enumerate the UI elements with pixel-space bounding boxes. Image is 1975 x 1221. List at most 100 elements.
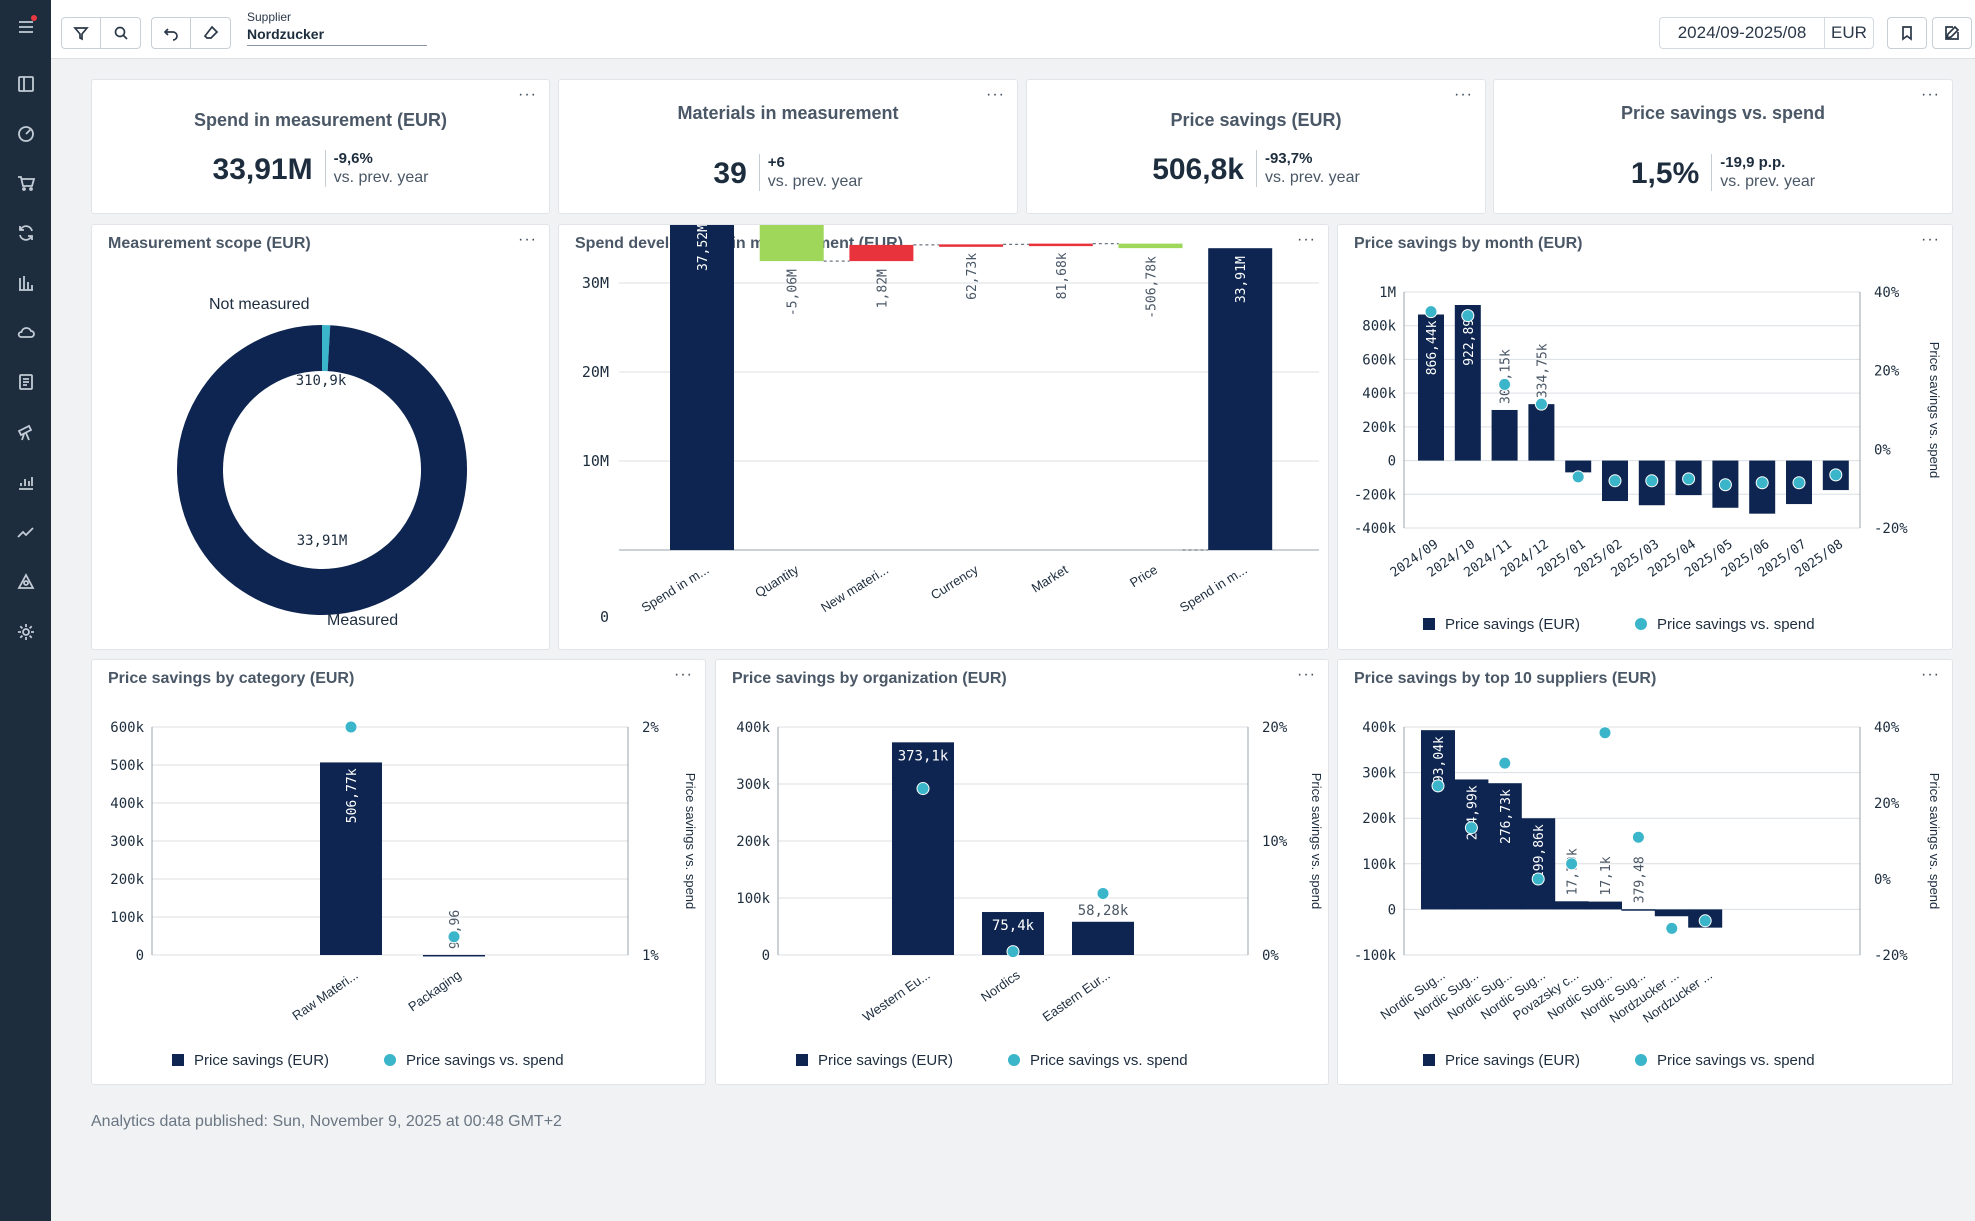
menu-icon[interactable] xyxy=(13,14,39,40)
chart-title: Measurement scope (EUR) xyxy=(108,235,311,252)
savings-by-suppliers-card: Price savings by top 10 suppliers (EUR) … xyxy=(1337,659,1953,1085)
clear-button[interactable] xyxy=(191,17,231,49)
y2-tick-label: 1% xyxy=(642,948,659,964)
ratio-point xyxy=(1718,478,1732,492)
data-label: -506,78k xyxy=(1145,256,1160,319)
search-button[interactable] xyxy=(101,17,141,49)
x-tick-label: Western Eu... xyxy=(860,967,933,1024)
legend-label: Price savings (EUR) xyxy=(818,1052,953,1069)
legend-label: Price savings vs. spend xyxy=(1030,1052,1188,1069)
kpi-card-materials: ··· Materials in measurement 39 +6 vs. pr… xyxy=(558,79,1018,214)
card-menu-button[interactable]: ··· xyxy=(518,86,537,103)
y-tick-label: 20M xyxy=(582,363,609,381)
card-menu-button[interactable]: ··· xyxy=(1297,666,1316,683)
data-label: 62,73k xyxy=(965,253,980,300)
settings-gear-icon[interactable] xyxy=(13,619,39,645)
edit-icon xyxy=(1945,25,1960,40)
kpi-value: 33,91M xyxy=(212,153,313,186)
card-menu-button[interactable]: ··· xyxy=(1921,86,1940,103)
legend-label: Price savings (EUR) xyxy=(1445,1052,1580,1069)
cart-icon[interactable] xyxy=(13,170,39,196)
dashboard-icon[interactable] xyxy=(13,71,39,97)
y-tick-label: 300k xyxy=(1362,766,1396,782)
eraser-icon xyxy=(203,25,218,39)
kpi-title: Spend in measurement (EUR) xyxy=(193,110,448,130)
y-tick-label: 100k xyxy=(736,891,770,907)
kpi-sub: vs. prev. year xyxy=(1720,173,1816,190)
y-tick-label: 400k xyxy=(1362,720,1396,736)
legend-swatch xyxy=(1008,1054,1020,1066)
data-label: 373,1k xyxy=(898,748,949,764)
cloud-icon[interactable] xyxy=(13,319,39,345)
y2-tick-label: -20% xyxy=(1874,948,1908,964)
y-tick-label: 600k xyxy=(1362,352,1396,368)
supplier-filter-value: Nordzucker xyxy=(247,26,325,42)
x-tick-label: Raw Materi... xyxy=(289,967,360,1023)
document-icon[interactable] xyxy=(13,369,39,395)
currency-selector[interactable]: EUR xyxy=(1824,17,1874,49)
waterfall-bar xyxy=(939,244,1004,247)
data-label: 17,79k xyxy=(1566,848,1581,895)
analytics-icon[interactable] xyxy=(13,121,39,147)
buildings-icon[interactable] xyxy=(13,270,39,296)
ratio-point xyxy=(1498,377,1512,391)
card-menu-button[interactable]: ··· xyxy=(1921,666,1940,683)
kpi-card-savings-vs-spend: ··· Price savings vs. spend 1,5% -19,9 p… xyxy=(1493,79,1953,214)
combo-chart: 0 100k 200k 300k 400k 500k 600k 1% 2% Price savin… xyxy=(110,720,698,1069)
savings-by-organization-card: Price savings by organization (EUR) ··· … xyxy=(715,659,1329,1085)
combo-chart: -400k -200k 0 200k 400k 600k 800k 1M -20% 0% 20% 40… xyxy=(1354,285,1942,633)
y-tick-label: 0 xyxy=(762,948,770,964)
telescope-icon[interactable] xyxy=(13,419,39,445)
x-tick-label: Spend in m... xyxy=(1177,562,1250,615)
undo-button[interactable] xyxy=(151,17,191,49)
y2-tick-label: 20% xyxy=(1262,720,1288,736)
y2-tick-label: 0% xyxy=(1874,442,1891,458)
network-icon[interactable] xyxy=(13,569,39,595)
y2-tick-label: 40% xyxy=(1874,285,1900,301)
refresh-icon[interactable] xyxy=(13,220,39,246)
kpi-value: 506,8k xyxy=(1152,153,1244,186)
ratio-point xyxy=(1498,756,1512,770)
y-tick-label: 0 xyxy=(1388,454,1396,470)
bookmark-button[interactable] xyxy=(1887,17,1927,49)
filter-button[interactable] xyxy=(61,17,101,49)
period-selector[interactable]: 2024/09-2025/08 xyxy=(1659,17,1825,49)
card-menu-button[interactable]: ··· xyxy=(1297,231,1316,248)
ratio-point xyxy=(1571,470,1585,484)
bar xyxy=(1421,730,1455,910)
bar xyxy=(1454,779,1489,910)
legend-swatch xyxy=(1423,618,1435,630)
card-menu-button[interactable]: ··· xyxy=(674,666,693,683)
waterfall-bar xyxy=(1208,248,1273,551)
trend-icon[interactable] xyxy=(13,519,39,545)
card-menu-button[interactable]: ··· xyxy=(1454,86,1473,103)
ratio-point xyxy=(1531,872,1545,886)
waterfall-bar xyxy=(1118,243,1183,249)
data-label: 1,82M xyxy=(875,269,890,308)
supplier-filter[interactable]: Supplier Nordzucker xyxy=(247,10,427,46)
kpi-card-spend: ··· Spend in measurement (EUR) 33,91M -9… xyxy=(91,79,550,214)
bar-chart-icon[interactable] xyxy=(13,469,39,495)
edit-button[interactable] xyxy=(1932,17,1972,49)
card-menu-button[interactable]: ··· xyxy=(518,231,537,248)
kpi-title: Materials in measurement xyxy=(677,103,899,123)
bookmark-icon xyxy=(1902,26,1912,41)
kpi-value: 39 xyxy=(713,157,747,190)
kpi-title: Price savings vs. spend xyxy=(1620,103,1826,123)
y2-axis-title: Price savings vs. spend xyxy=(1927,773,1942,910)
data-label: 379,48 xyxy=(1632,856,1647,903)
y2-axis-title: Price savings vs. spend xyxy=(1927,342,1942,479)
y-tick-label: 600k xyxy=(110,720,144,736)
kpi-card-price-savings: ··· Price savings (EUR) 506,8k -93,7% vs.… xyxy=(1026,79,1486,214)
y-tick-label: 300k xyxy=(110,834,144,850)
card-menu-button[interactable]: ··· xyxy=(1921,231,1940,248)
bar xyxy=(892,742,954,955)
ratio-point xyxy=(1565,857,1579,871)
kpi-value: 1,5% xyxy=(1630,157,1700,190)
x-tick-label: New materi... xyxy=(818,562,891,615)
ratio-point xyxy=(1755,476,1769,490)
ratio-point xyxy=(1598,726,1612,740)
card-menu-button[interactable]: ··· xyxy=(986,86,1005,103)
undo-icon xyxy=(163,28,178,41)
bar xyxy=(1072,921,1134,955)
